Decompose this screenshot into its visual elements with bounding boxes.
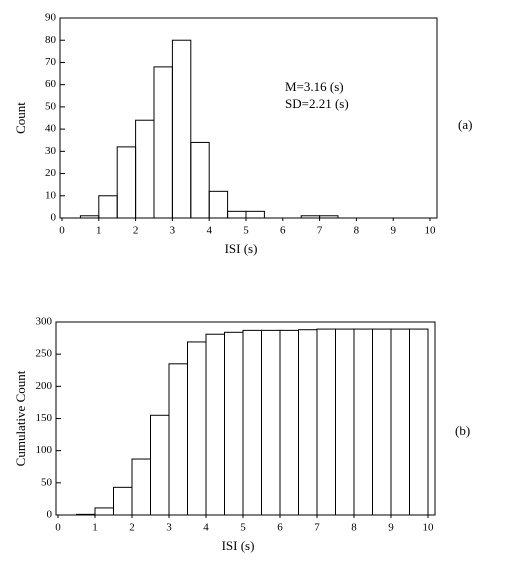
bar <box>94 507 114 516</box>
bar <box>190 141 210 219</box>
bar <box>316 328 336 516</box>
bar <box>245 210 265 219</box>
bar <box>300 215 321 219</box>
x-tick-label: 6 <box>280 225 286 237</box>
bar <box>187 341 207 516</box>
y-tick-label: 10 <box>45 189 57 201</box>
x-tick-label: 4 <box>206 225 212 237</box>
bar <box>79 215 100 219</box>
bar <box>279 329 299 516</box>
x-tick-label: 3 <box>166 522 172 534</box>
annotation: M=3.16 (s) <box>285 79 344 94</box>
panel-label: (b) <box>455 423 470 438</box>
bar <box>372 328 392 516</box>
x-tick-label: 6 <box>277 522 283 534</box>
x-tick-label: 7 <box>317 225 323 237</box>
bar <box>116 146 137 219</box>
x-tick-label: 2 <box>133 225 139 237</box>
y-tick-label: 30 <box>45 145 57 157</box>
bar <box>208 190 229 219</box>
bar <box>168 363 188 516</box>
bar <box>390 328 410 516</box>
bar <box>319 215 339 219</box>
x-axis-label: ISI (s) <box>222 538 255 553</box>
plot-frame <box>55 321 436 516</box>
x-tick-label: 7 <box>314 522 320 534</box>
y-tick-label: 300 <box>36 316 53 328</box>
x-tick-label: 2 <box>129 522 135 534</box>
bar <box>227 210 247 219</box>
x-tick-label: 10 <box>425 225 437 237</box>
bar <box>150 414 170 516</box>
y-tick-label: 150 <box>36 412 53 424</box>
bar <box>353 328 373 516</box>
bar <box>298 329 318 516</box>
bar <box>98 195 118 219</box>
y-tick-label: 20 <box>45 167 57 179</box>
y-axis-label: Count <box>13 102 28 134</box>
y-tick-label: 80 <box>45 34 57 46</box>
x-tick-label: 8 <box>354 225 360 237</box>
x-tick-label: 5 <box>243 225 249 237</box>
bar <box>409 328 429 516</box>
y-tick-label: 50 <box>45 100 57 112</box>
y-tick-label: 90 <box>45 12 57 24</box>
x-tick-label: 1 <box>96 225 102 237</box>
bar <box>335 328 355 516</box>
annotation: SD=2.21 (s) <box>285 96 349 111</box>
bar <box>205 333 225 516</box>
y-tick-label: 200 <box>36 380 53 392</box>
x-tick-label: 3 <box>170 225 176 237</box>
panel-label: (a) <box>458 117 472 132</box>
y-tick-label: 50 <box>41 476 53 488</box>
bar <box>261 329 281 516</box>
x-tick-label: 4 <box>203 522 209 534</box>
x-tick-label: 9 <box>388 522 394 534</box>
x-tick-label: 0 <box>55 522 61 534</box>
bar <box>76 513 96 516</box>
x-tick-label: 8 <box>351 522 357 534</box>
x-tick-label: 1 <box>92 522 98 534</box>
bar <box>113 486 133 516</box>
y-tick-label: 0 <box>47 509 53 521</box>
x-tick-label: 5 <box>240 522 246 534</box>
y-tick-label: 0 <box>51 212 57 224</box>
bar <box>153 66 173 219</box>
x-tick-label: 0 <box>59 225 65 237</box>
bar <box>135 119 155 219</box>
bar <box>242 329 262 516</box>
x-tick-label: 9 <box>390 225 396 237</box>
y-axis-label: Cumulative Count <box>13 370 28 466</box>
y-tick-label: 40 <box>45 123 57 135</box>
y-tick-label: 60 <box>45 78 57 90</box>
y-tick-label: 250 <box>36 348 53 360</box>
bar <box>131 458 151 516</box>
y-tick-label: 100 <box>36 444 53 456</box>
bar <box>171 39 192 219</box>
plot-frame <box>59 17 438 219</box>
x-tick-label: 10 <box>423 522 435 534</box>
bar <box>224 331 244 516</box>
y-tick-label: 70 <box>45 56 57 68</box>
x-axis-label: ISI (s) <box>225 241 258 256</box>
